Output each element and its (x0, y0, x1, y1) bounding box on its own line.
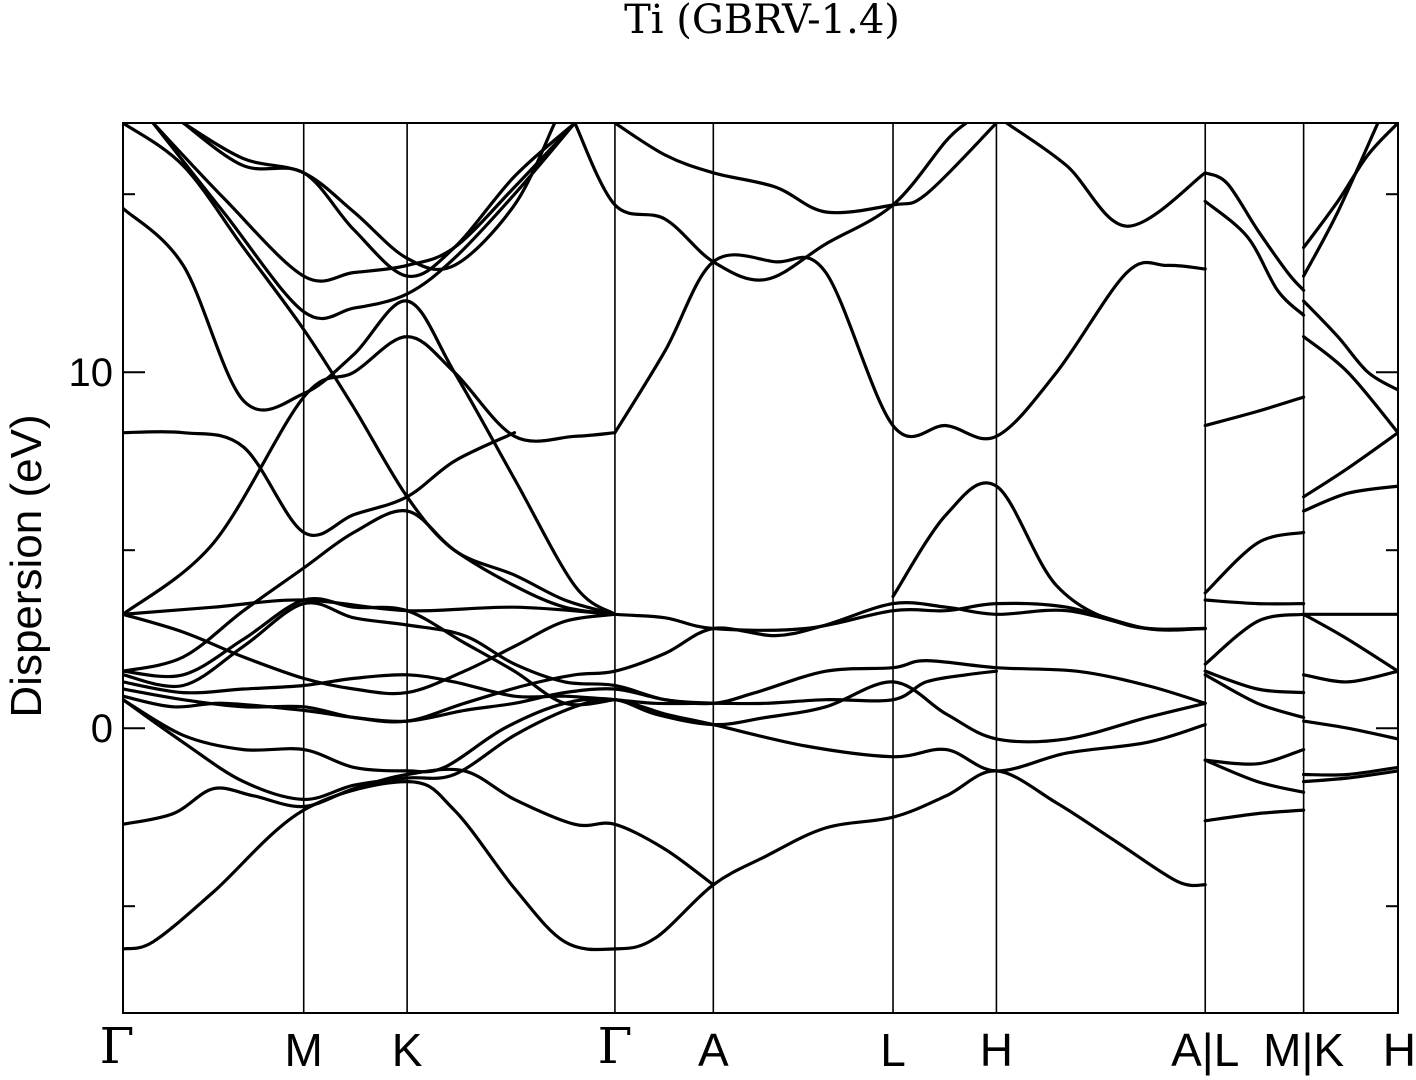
band-line (123, 767, 715, 887)
band-line (1203, 199, 1306, 317)
band-line (181, 123, 577, 278)
band-line (1302, 299, 1398, 392)
band-line (1302, 335, 1398, 435)
bands-group (123, 123, 1398, 952)
band-line (123, 206, 617, 616)
band-line (1302, 612, 1398, 673)
band-line (1302, 484, 1398, 513)
band-line (1302, 431, 1398, 499)
kpoint-label: H (980, 1024, 1013, 1076)
kpoint-label: Γ (100, 1017, 135, 1075)
band-line (1203, 598, 1306, 606)
band-line (613, 123, 998, 215)
kpoint-label: M (285, 1024, 323, 1076)
band-line (1302, 769, 1398, 784)
y-tick-label: 10 (69, 351, 114, 395)
chart-title: Ti (GBRV-1.4) (624, 0, 900, 43)
band-line (1302, 765, 1398, 777)
band-line (1203, 748, 1306, 766)
band-line (123, 598, 1207, 632)
y-axis-label: Dispersion (eV) (2, 414, 51, 717)
kpoint-label: K (392, 1024, 423, 1076)
band-line (573, 123, 968, 282)
kpoint-label: A|L (1171, 1024, 1239, 1076)
band-line (123, 612, 617, 696)
plot-area: 0 10 Γ M K Γ A L H A|L M|K H (69, 122, 1416, 1076)
band-line (151, 123, 577, 283)
band-line (181, 123, 557, 272)
band-line (1203, 395, 1306, 428)
kpoint-label: A (698, 1024, 729, 1076)
kpoint-label: H (1383, 1024, 1416, 1076)
band-line (1203, 808, 1306, 823)
kpoint-label: L (880, 1024, 906, 1076)
band-line (123, 669, 998, 706)
band-line (1203, 669, 1306, 695)
band-line (123, 430, 517, 537)
kpoint-label: Γ (598, 1017, 633, 1075)
band-line (1302, 669, 1398, 684)
band-line (123, 335, 617, 616)
band-line (123, 601, 1207, 724)
kpoint-label: M|K (1263, 1024, 1344, 1076)
band-line (123, 509, 617, 673)
y-tick-label: 0 (91, 707, 113, 751)
band-line (1302, 123, 1380, 278)
band-line (123, 769, 1207, 952)
band-line (1203, 530, 1306, 595)
band-line (891, 481, 1207, 631)
band-line (1203, 171, 1306, 292)
band-line (123, 597, 617, 707)
band-line (123, 680, 1207, 774)
band-line (1203, 612, 1306, 666)
band-line (1004, 123, 1207, 228)
band-line (123, 601, 715, 705)
band-line (613, 253, 1207, 441)
plot-frame (122, 122, 1399, 1014)
band-line (1302, 719, 1398, 741)
band-line (1203, 758, 1306, 794)
band-line (151, 123, 577, 321)
band-line (123, 123, 617, 616)
band-line (1203, 673, 1306, 720)
